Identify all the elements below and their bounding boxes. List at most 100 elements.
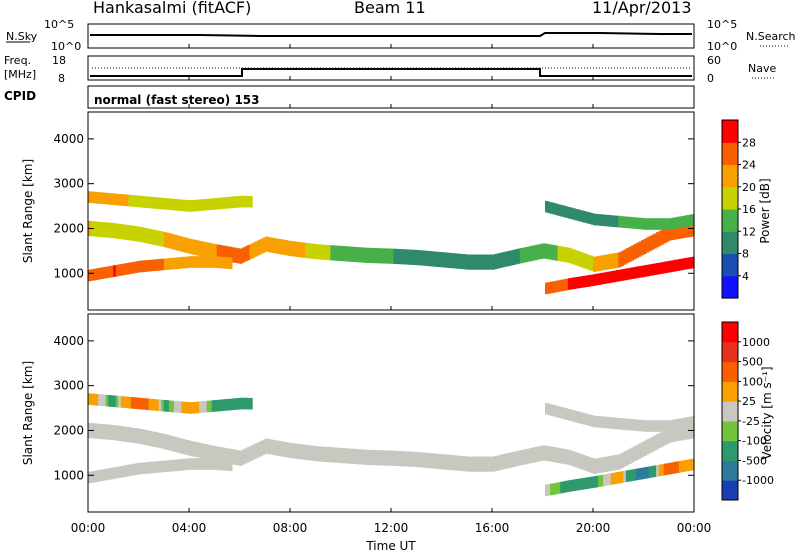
main-band-cell [267,237,271,253]
main-band-cell [189,440,193,456]
far-band-cell [600,214,604,226]
near-band-cell [156,259,160,271]
near-band-cell [204,256,208,268]
main-band-cell [509,250,513,266]
main-band-cell [603,456,607,473]
far-band-cell [201,401,205,413]
main-band-cell [254,443,258,459]
main-band-cell [676,426,680,442]
far-band-cell [613,215,617,228]
main-band-cell [633,244,637,260]
near-band-cell [560,279,564,292]
main-band-cell [143,429,147,445]
far-band-cell [130,195,134,207]
near-band-cell [173,257,177,270]
main-band-cell [105,424,109,440]
main-band-cell [259,239,263,255]
main-band-cell [173,436,177,452]
main-band-cell [683,424,687,440]
main-band-cell [628,246,632,262]
main-band-cell [681,223,685,239]
main-band-cell [408,451,412,467]
near-band-cell [120,263,124,276]
main-band-cell [380,248,384,264]
y-tick-label: 2000 [53,423,84,437]
far-band-cell [130,397,134,409]
near-band-cell [623,470,627,483]
far-band-cell [646,218,650,230]
near-band-cell [176,257,180,269]
main-band-cell [355,247,359,263]
far-band-cell [214,198,218,210]
main-band-cell [433,251,437,267]
main-band-cell [93,221,97,237]
near-band-cell [651,263,655,276]
colorbar-swatch [722,460,738,481]
main-band-cell [625,248,629,264]
velocity-colorbar: 1000 500 100 25 -25 -100 -500 -1000 [721,321,774,501]
main-band-cell [191,441,195,457]
near-band-cell [103,469,107,481]
far-band-cell [686,215,690,227]
colorbar-swatch [722,231,738,255]
main-band-cell [401,249,405,265]
main-band-cell [689,221,693,237]
far-band-cell [209,198,213,211]
far-band-cell [603,416,607,429]
colorbar-swatch [722,322,738,343]
far-band-cell [249,195,253,208]
far-band-cell [242,397,246,410]
near-band-cell [209,256,213,268]
near-band-cell [88,269,92,282]
far-band-cell [585,413,589,426]
main-band-cell [287,240,291,256]
main-band-cell [608,456,612,472]
near-band-cell [216,458,220,471]
time-axis-label: Time UT [365,539,416,553]
main-band-cell [307,445,311,461]
main-band-cell [552,447,556,463]
near-band-cell [118,466,122,478]
main-band-cell [153,229,157,246]
main-band-cell [194,441,198,457]
near-band-cell [575,479,579,491]
main-band-cell [229,448,233,464]
near-band-cell [689,459,693,471]
main-band-cell [529,245,533,262]
main-band-cell [671,426,675,443]
far-band-cell [678,418,682,430]
main-band-cell [449,454,453,471]
main-band-cell [173,234,177,250]
main-band-cell [287,442,291,458]
main-band-cell [504,453,508,469]
main-band-cell [120,426,124,442]
main-band-cell [509,452,513,468]
far-band-cell [653,218,657,230]
main-band-cell [489,456,493,472]
far-band-cell [146,398,150,410]
main-band-cell [439,454,443,470]
near-band-cell [108,468,112,480]
far-band-cell [184,401,188,414]
near-band-cell [671,462,675,474]
near-band-cell [184,458,188,471]
far-band-cell [593,213,597,226]
main-band-cell [456,455,460,471]
main-band-cell [620,452,624,469]
far-band-cell [98,192,102,204]
main-band-cell [683,222,687,238]
near-band-cell [620,269,624,281]
near-band-cell [113,265,117,277]
far-band-cell [199,401,203,413]
far-band-cell [221,197,225,209]
main-band-cell [292,443,296,459]
far-band-cell [588,414,592,426]
far-band-cell [600,416,604,428]
main-band-cell [486,254,490,270]
main-band-cell [158,231,162,247]
near-band-cell [189,458,193,470]
near-band-cell [580,478,584,490]
far-band-cell [156,399,160,411]
near-band-cell [148,461,152,474]
near-band-cell [585,477,589,489]
